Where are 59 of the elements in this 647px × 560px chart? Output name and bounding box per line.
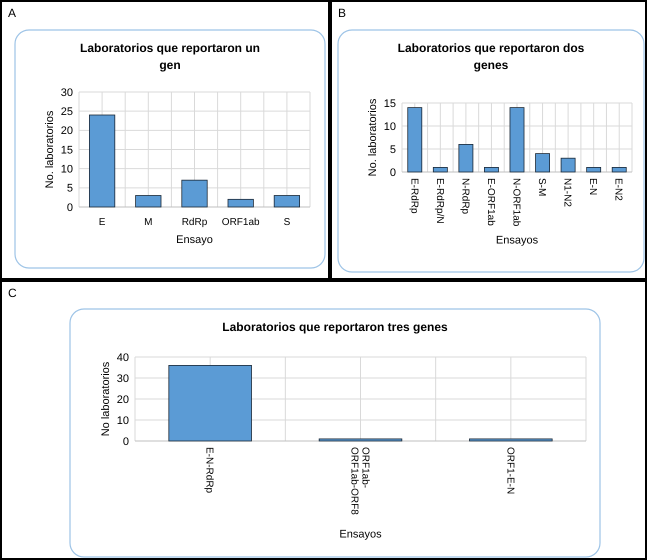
x-axis-title: Ensayo <box>176 234 213 246</box>
x-tick-label: E-ORF1ab <box>484 178 496 226</box>
x-tick-label: M <box>144 217 152 228</box>
bar <box>135 195 162 208</box>
x-tick-label: E-RdRp <box>408 178 420 214</box>
bar <box>432 167 448 172</box>
x-axis-title: Ensayos <box>496 234 539 247</box>
x-tick-label: ORF1ab-ORF1ab-ORF8 <box>348 447 370 516</box>
text: C <box>8 286 17 300</box>
chart-title: Laboratorios que reportaron un gen <box>80 41 260 72</box>
bar <box>484 167 499 172</box>
x-tick-label: E-N <box>587 178 598 196</box>
x-tick-label: RdRp <box>182 217 208 228</box>
y-tick-label: 30 <box>60 86 73 99</box>
y-tick-label: 0 <box>66 202 73 214</box>
bar <box>274 195 300 208</box>
y-tick-label: 30 <box>116 372 129 385</box>
x-tick-label: S-M <box>536 178 548 196</box>
y-tick-label: 10 <box>116 414 129 427</box>
bar <box>510 107 524 172</box>
y-tick-label: 20 <box>60 125 73 138</box>
bar <box>535 153 550 172</box>
bar <box>612 167 627 172</box>
chart-title: Laboratorios que reportaron tres genes <box>222 320 448 334</box>
y-tick-label: 5 <box>66 182 73 195</box>
y-tick-label: 40 <box>116 352 129 364</box>
x-tick-label: E <box>98 217 106 228</box>
x-tick-label: E-N2 <box>612 178 624 202</box>
x-tick-label: ORF1ab <box>222 217 260 228</box>
y-tick-label: 15 <box>384 98 396 110</box>
y-tick-label: 0 <box>122 436 129 448</box>
y-tick-label: 20 <box>116 394 129 406</box>
bar <box>88 114 116 208</box>
x-tick-label: S <box>284 217 291 228</box>
y-tick-label: 15 <box>60 144 73 156</box>
x-axis-title: Ensayos <box>339 528 382 540</box>
bar <box>181 180 208 208</box>
y-tick-label: 5 <box>390 144 396 156</box>
x-tick-label: N1-N2 <box>562 178 573 208</box>
bar <box>586 167 602 172</box>
text: B <box>338 6 346 20</box>
bar <box>228 198 254 208</box>
x-tick-label: E-N-RdRp <box>204 447 215 494</box>
y-tick-label: 10 <box>384 120 396 133</box>
y-axis-title: No. laboratorios <box>367 98 379 176</box>
text: A <box>8 6 16 20</box>
x-tick-label: N-ORF1ab <box>510 178 522 227</box>
bar <box>560 158 576 172</box>
y-tick-label: 10 <box>60 164 73 176</box>
y-tick-label: 25 <box>60 106 73 118</box>
chart-title: Laboratorios que reportaron dos genes <box>398 41 585 72</box>
bar <box>407 107 422 172</box>
x-tick-label: E-RdRp/N <box>434 178 445 224</box>
bar <box>458 144 474 172</box>
y-axis-title: No. laboratorios <box>44 110 56 188</box>
x-tick-label: ORF1-E-N <box>504 447 516 494</box>
y-axis-title: No laboratorios <box>100 361 112 436</box>
x-tick-label: N-RdRp <box>459 178 470 215</box>
y-tick-label: 0 <box>390 166 396 179</box>
